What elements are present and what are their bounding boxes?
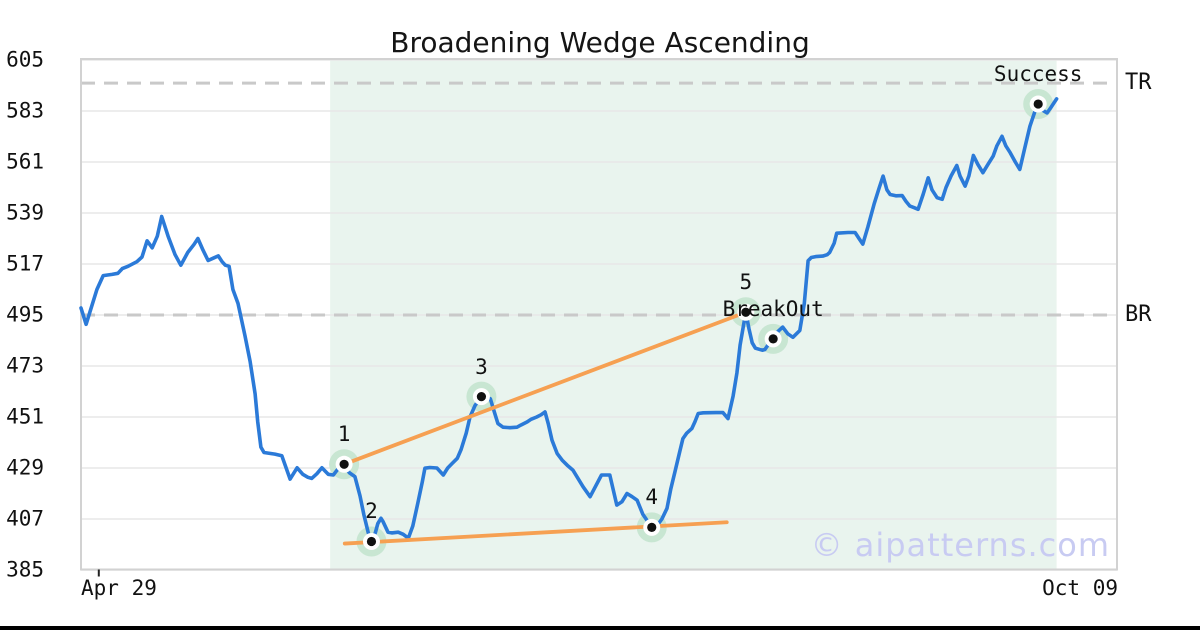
y-tick-label: 517 — [6, 251, 44, 276]
y-tick-label: 561 — [6, 149, 44, 174]
marker-label-5: 5 — [739, 270, 753, 295]
x-axis-label-start: Apr 29 — [81, 576, 157, 600]
marker-label-1: 1 — [337, 422, 351, 447]
marker-label-success: Success — [993, 62, 1083, 87]
y-tick-label: 605 — [6, 47, 44, 72]
price-line — [79, 97, 1059, 544]
plot-border — [80, 58, 1118, 571]
trendline-lower — [342, 520, 729, 546]
marker-dot — [476, 392, 487, 402]
x-axis-label-end: Oct 09 — [1042, 576, 1118, 600]
y-tick-label: 385 — [6, 557, 44, 582]
bottom-bar — [0, 626, 1200, 630]
y-tick-label: 429 — [6, 455, 44, 480]
y-tick-label: 495 — [6, 302, 44, 327]
y-tick-label: 473 — [6, 353, 44, 378]
y-tick-label: 539 — [6, 200, 44, 225]
marker-dot — [1033, 99, 1043, 109]
marker-dot — [339, 459, 349, 469]
chart-title: Broadening Wedge Ascending — [390, 26, 810, 59]
watermark: © aipatterns.com — [810, 526, 1110, 564]
y-tick-label: 407 — [6, 506, 44, 531]
marker-label-breakout: BreakOut — [722, 296, 824, 321]
marker-label-3: 3 — [475, 354, 488, 379]
marker-dot — [366, 536, 377, 547]
level-label-br: BR — [1125, 302, 1152, 327]
marker-dot — [647, 522, 657, 532]
y-tick-label: 583 — [6, 98, 44, 123]
marker-dot — [768, 334, 778, 344]
marker-label-2: 2 — [365, 499, 378, 524]
level-label-tr: TR — [1125, 70, 1152, 96]
y-tick-label: 451 — [6, 404, 44, 429]
marker-dot — [741, 307, 751, 317]
trendline-upper — [342, 310, 748, 467]
marker-label-4: 4 — [645, 485, 659, 510]
